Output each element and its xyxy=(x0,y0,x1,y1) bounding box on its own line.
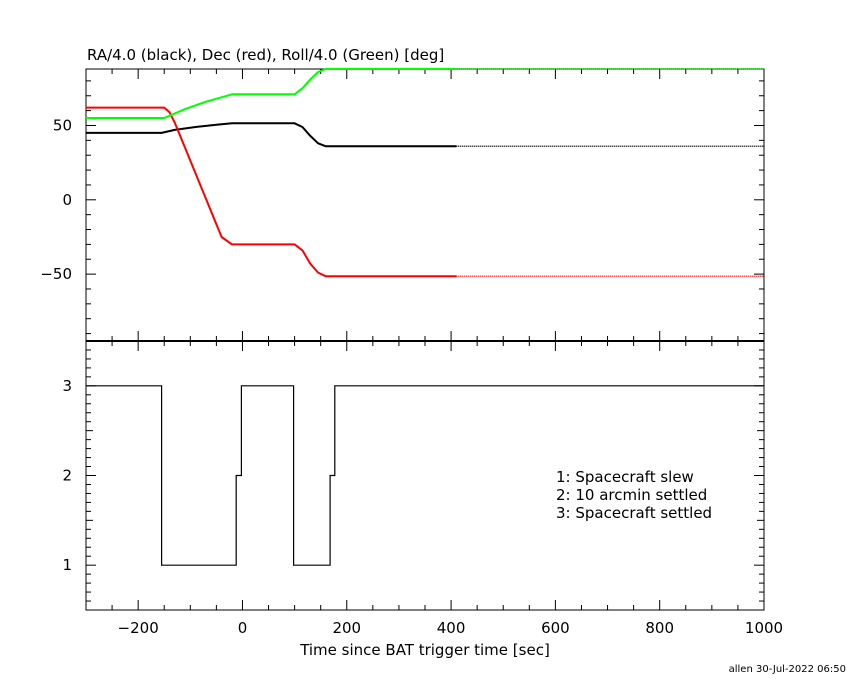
top-panel-series xyxy=(86,68,764,278)
series-line xyxy=(86,122,457,148)
top-panel-title: RA/4.0 (black), Dec (red), Roll/4.0 (Gre… xyxy=(87,46,444,64)
x-axis-label: Time since BAT trigger time [sec] xyxy=(299,641,550,659)
y-tick-label: 50 xyxy=(53,116,72,134)
status-step-line xyxy=(86,385,764,566)
y-tick-label: −50 xyxy=(40,265,72,283)
x-tick-label: −200 xyxy=(118,619,159,637)
y-tick-label: 0 xyxy=(62,191,72,209)
bottom-panel-series xyxy=(86,385,764,566)
y-tick-label: 3 xyxy=(62,377,72,395)
series-line xyxy=(86,68,457,119)
y-tick-label: 2 xyxy=(62,467,72,485)
y-tick-label: 1 xyxy=(62,556,72,574)
x-tick-label: 200 xyxy=(332,619,361,637)
legend-entry: 1: Spacecraft slew xyxy=(556,468,694,486)
x-tick-label: 1000 xyxy=(745,619,783,637)
x-tick-label: 800 xyxy=(645,619,674,637)
legend-entry: 3: Spacecraft settled xyxy=(556,504,712,522)
x-tick-labels: −200 0 200 400 600 800 1000 xyxy=(118,619,784,637)
bottom-panel-y-tick-labels: 3 2 1 xyxy=(62,377,72,574)
x-tick-label: 0 xyxy=(238,619,248,637)
bottom-panel-ticks xyxy=(85,341,765,610)
footer-stamp: allen 30-Jul-2022 06:50 xyxy=(729,664,846,675)
x-tick-label: 600 xyxy=(541,619,570,637)
series-line xyxy=(86,106,457,278)
legend-entry: 2: 10 arcmin settled xyxy=(556,486,707,504)
top-panel-y-tick-labels: 50 0 −50 xyxy=(40,116,72,283)
top-panel-ticks xyxy=(85,69,765,341)
x-tick-label: 400 xyxy=(437,619,466,637)
top-panel-frame xyxy=(85,68,765,342)
